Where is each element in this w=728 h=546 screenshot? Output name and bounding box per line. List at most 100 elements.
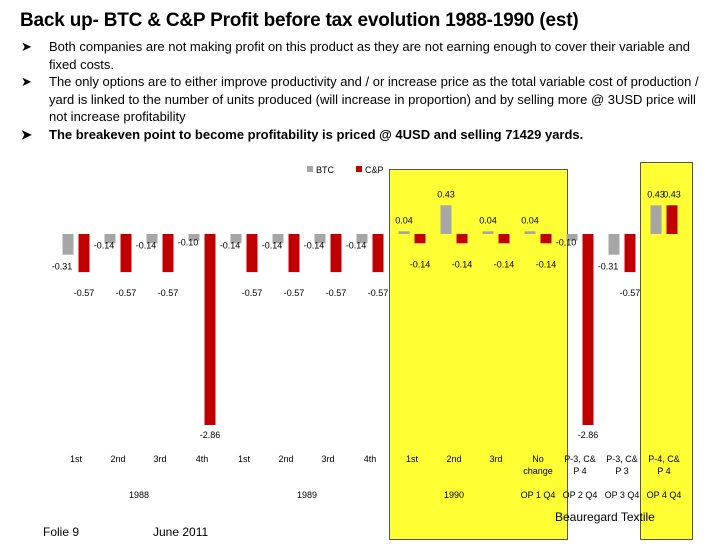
category-label: P-4, C& (648, 454, 680, 464)
data-label: 0.04 (479, 215, 497, 225)
bullet-item: ➤ The only options are to either improve… (0, 73, 700, 126)
bar-btc-8 (398, 231, 410, 234)
bullet-text-1: Both companies are not making profit on … (49, 39, 690, 72)
bar-btc-9 (440, 205, 452, 234)
data-label: -0.14 (304, 240, 325, 250)
bar-cp-3 (204, 234, 216, 425)
category-label: 2nd (278, 454, 293, 464)
bar-btc-10 (482, 231, 494, 234)
highlight-1990-box (389, 169, 568, 540)
data-label: -0.14 (410, 259, 431, 269)
bar-cp-11 (540, 234, 552, 244)
category-label: 2nd (110, 454, 125, 464)
category-label: P-3, C& (606, 454, 638, 464)
category-label: 1st (238, 454, 251, 464)
bar-btc-12 (566, 234, 578, 241)
bar-cp-7 (372, 234, 384, 273)
bar-cp-2 (162, 234, 174, 273)
data-label: 0.43 (647, 189, 665, 199)
category-label: P 4 (657, 466, 670, 476)
bar-cp-13 (624, 234, 636, 273)
group-label: OP 1 Q4 (521, 490, 556, 500)
bar-cp-14 (666, 205, 678, 234)
bar-btc-0 (62, 234, 74, 255)
data-label: -0.31 (52, 262, 73, 272)
data-label: -2.86 (200, 430, 221, 440)
bar-btc-2 (146, 234, 158, 244)
data-label: -0.57 (284, 288, 305, 298)
data-label: -0.57 (158, 288, 179, 298)
group-label: OP 4 Q4 (647, 490, 682, 500)
data-label: -0.31 (598, 262, 619, 272)
legend-swatch-btc (307, 166, 313, 172)
data-label: -0.10 (556, 238, 577, 248)
data-label: -0.14 (494, 259, 515, 269)
category-label: P-3, C& (564, 454, 596, 464)
group-label: OP 3 Q4 (605, 490, 640, 500)
data-label: 0.04 (521, 215, 539, 225)
bar-btc-4 (230, 234, 242, 244)
bar-cp-1 (120, 234, 132, 273)
data-label: -0.14 (136, 240, 157, 250)
bar-btc-11 (524, 231, 536, 234)
data-label: -0.57 (620, 288, 641, 298)
slide-title: Back up- BTC & C&P Profit before tax evo… (20, 10, 579, 31)
bar-btc-14 (650, 205, 662, 234)
bar-btc-7 (356, 234, 368, 244)
bar-cp-9 (456, 234, 468, 244)
category-label: No (532, 454, 544, 464)
bar-btc-3 (188, 234, 200, 241)
category-label: change (523, 466, 553, 476)
group-label: OP 2 Q4 (563, 490, 598, 500)
data-label: -2.86 (578, 430, 599, 440)
bullet-list: ➤ Both companies are not making profit o… (0, 38, 700, 143)
bullet-text-2: The only options are to either improve p… (49, 74, 699, 124)
category-label: 3rd (153, 454, 166, 464)
bar-btc-6 (314, 234, 326, 244)
data-label: -0.10 (178, 238, 199, 248)
data-label: -0.57 (242, 288, 263, 298)
bullet-item: ➤ Both companies are not making profit o… (0, 38, 700, 73)
legend-label-cp: C&P (365, 165, 384, 175)
slide-number: Folie 9 (43, 525, 80, 539)
data-label: 0.43 (663, 189, 681, 199)
data-label: -0.14 (262, 240, 283, 250)
bar-cp-12 (582, 234, 594, 425)
bar-cp-6 (330, 234, 342, 273)
group-label: 1989 (297, 490, 317, 500)
bar-btc-13 (608, 234, 620, 255)
group-label: 1988 (129, 490, 149, 500)
bar-cp-4 (246, 234, 258, 273)
group-label: 1990 (444, 490, 464, 500)
data-label: -0.57 (74, 288, 95, 298)
category-label: 3rd (489, 454, 502, 464)
bar-cp-8 (414, 234, 426, 244)
data-label: -0.14 (536, 259, 557, 269)
category-label: 3rd (321, 454, 334, 464)
arrow-bullet-icon: ➤ (21, 74, 32, 89)
category-label: 1st (406, 454, 419, 464)
category-label: 2nd (446, 454, 461, 464)
data-label: -0.14 (346, 240, 367, 250)
category-label: 4th (196, 454, 209, 464)
category-label: P 4 (573, 466, 586, 476)
data-label: -0.14 (94, 240, 115, 250)
arrow-bullet-icon: ➤ (21, 39, 32, 54)
category-label: 4th (364, 454, 377, 464)
bar-cp-5 (288, 234, 300, 273)
bar-btc-1 (104, 234, 116, 244)
data-label: -0.14 (220, 240, 241, 250)
data-label: -0.14 (452, 259, 473, 269)
bar-btc-5 (272, 234, 284, 244)
data-label: 0.04 (395, 215, 413, 225)
bullet-item: ➤ The breakeven point to become profitab… (0, 126, 700, 144)
bar-cp-10 (498, 234, 510, 244)
arrow-bullet-icon: ➤ (21, 126, 32, 142)
slide-date: June 2011 (153, 525, 209, 539)
data-label: -0.57 (326, 288, 347, 298)
company-name: Beauregard Textile (555, 510, 655, 524)
legend-swatch-cp (356, 166, 362, 172)
category-label: P 3 (615, 466, 628, 476)
bullet-text-3: The breakeven point to become profitabil… (49, 126, 584, 142)
